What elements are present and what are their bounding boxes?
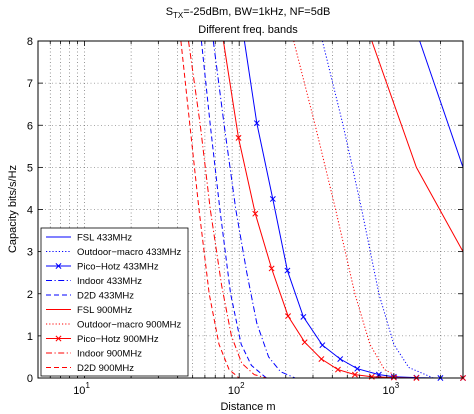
- data-point-marker: [252, 210, 259, 217]
- chart-title-prefix: S: [166, 6, 173, 18]
- legend: FSL 433MHz Outdoor−macro 433MHz Pico−Hotz …: [40, 227, 189, 377]
- series-9: [180, 40, 240, 379]
- legend-entry: FSL 900MHz: [46, 305, 132, 316]
- x-axis-label: Distance m: [220, 401, 275, 413]
- series-line: [188, 40, 267, 379]
- chart-title: STX=-25dBm, BW=1kHz, NF=5dB: [166, 6, 331, 20]
- legend-label: Outdoor−macro 433MHz: [77, 247, 182, 258]
- series-8: [188, 40, 267, 379]
- data-point-marker: [253, 120, 260, 127]
- data-point-marker: [269, 196, 276, 202]
- x-tick-label: 101: [73, 381, 90, 397]
- legend-label: D2D 900MHz: [77, 363, 134, 374]
- data-point-marker: [375, 371, 382, 378]
- legend-entry: D2D 433MHz: [46, 291, 134, 302]
- x-tick-label-base: 10: [228, 385, 240, 397]
- series-4: [200, 40, 267, 379]
- series-group: [180, 40, 466, 381]
- series-6: [293, 40, 401, 379]
- legend-label: D2D 433MHz: [77, 291, 134, 302]
- x-tick-label-exponent: 1: [85, 381, 90, 390]
- series-line: [293, 40, 401, 379]
- legend-label: Pico−Hotz 433MHz: [77, 262, 159, 273]
- legend-entry: Outdoor−macro 433MHz: [46, 247, 182, 258]
- series-5: [371, 40, 464, 252]
- legend-entry: Indoor 433MHz: [46, 276, 142, 287]
- legend-entry: Outdoor−macro 900MHz: [46, 320, 182, 331]
- legend-entry: D2D 900MHz: [46, 363, 134, 374]
- y-tick-label: 1: [27, 331, 33, 343]
- data-point-marker: [235, 134, 242, 141]
- series-3: [212, 40, 296, 379]
- x-tick-label-exponent: 3: [395, 381, 400, 390]
- series-line: [200, 40, 267, 379]
- data-point-marker: [354, 365, 361, 372]
- y-tick-label: 8: [27, 36, 33, 48]
- y-tick-label: 0: [27, 373, 33, 385]
- legend-entry: Indoor 900MHz: [46, 349, 142, 360]
- y-tick-label: 6: [27, 120, 33, 132]
- y-tick-label: 3: [27, 247, 33, 259]
- legend-entry: Pico−Hotz 433MHz: [46, 262, 159, 273]
- legend-entry: Pico−Hotz 900MHz: [46, 334, 159, 345]
- series-line: [419, 40, 464, 168]
- series-line: [212, 40, 296, 379]
- x-tick-label-base: 10: [382, 385, 394, 397]
- legend-entry: FSL 433MHz: [46, 233, 132, 244]
- data-point-marker: [351, 371, 358, 378]
- axis-ticks: [37, 40, 463, 379]
- data-point-marker: [285, 313, 292, 320]
- x-tick-label: 103: [382, 381, 399, 397]
- legend-label: Indoor 900MHz: [77, 349, 142, 360]
- data-point-marker: [337, 356, 344, 362]
- data-point-marker: [300, 313, 307, 320]
- x-tick-label-base: 10: [73, 385, 85, 397]
- legend-label: Pico−Hotz 900MHz: [77, 334, 159, 345]
- legend-label: FSL 433MHz: [77, 233, 132, 244]
- legend-label: Indoor 433MHz: [77, 276, 142, 287]
- y-tick-label: 2: [27, 289, 33, 301]
- series-line: [180, 40, 240, 379]
- y-tick-label: 7: [27, 78, 33, 90]
- series-1: [321, 40, 434, 379]
- data-point-marker: [268, 265, 275, 272]
- x-tick-label-exponent: 2: [240, 381, 245, 390]
- y-tick-label: 4: [27, 205, 33, 217]
- series-line: [321, 40, 434, 379]
- data-point-marker: [319, 342, 326, 349]
- data-point-marker: [318, 356, 325, 362]
- legend-box: [40, 227, 189, 377]
- series-0: [419, 40, 464, 168]
- chart-title-subscript: TX: [173, 11, 184, 20]
- x-tick-label: 102: [228, 381, 245, 397]
- y-tick-label: 5: [27, 162, 33, 174]
- series-line: [371, 40, 464, 252]
- legend-label: FSL 900MHz: [77, 305, 132, 316]
- data-point-marker: [334, 366, 341, 373]
- legend-label: Outdoor−macro 900MHz: [77, 320, 182, 331]
- chart-subtitle: Different freq. bands: [198, 24, 298, 36]
- chart-title-rest: =-25dBm, BW=1kHz, NF=5dB: [183, 6, 330, 18]
- data-point-marker: [284, 267, 291, 274]
- y-axis-label: Capacity bits/s/Hz: [7, 165, 19, 253]
- data-point-marker: [301, 339, 308, 346]
